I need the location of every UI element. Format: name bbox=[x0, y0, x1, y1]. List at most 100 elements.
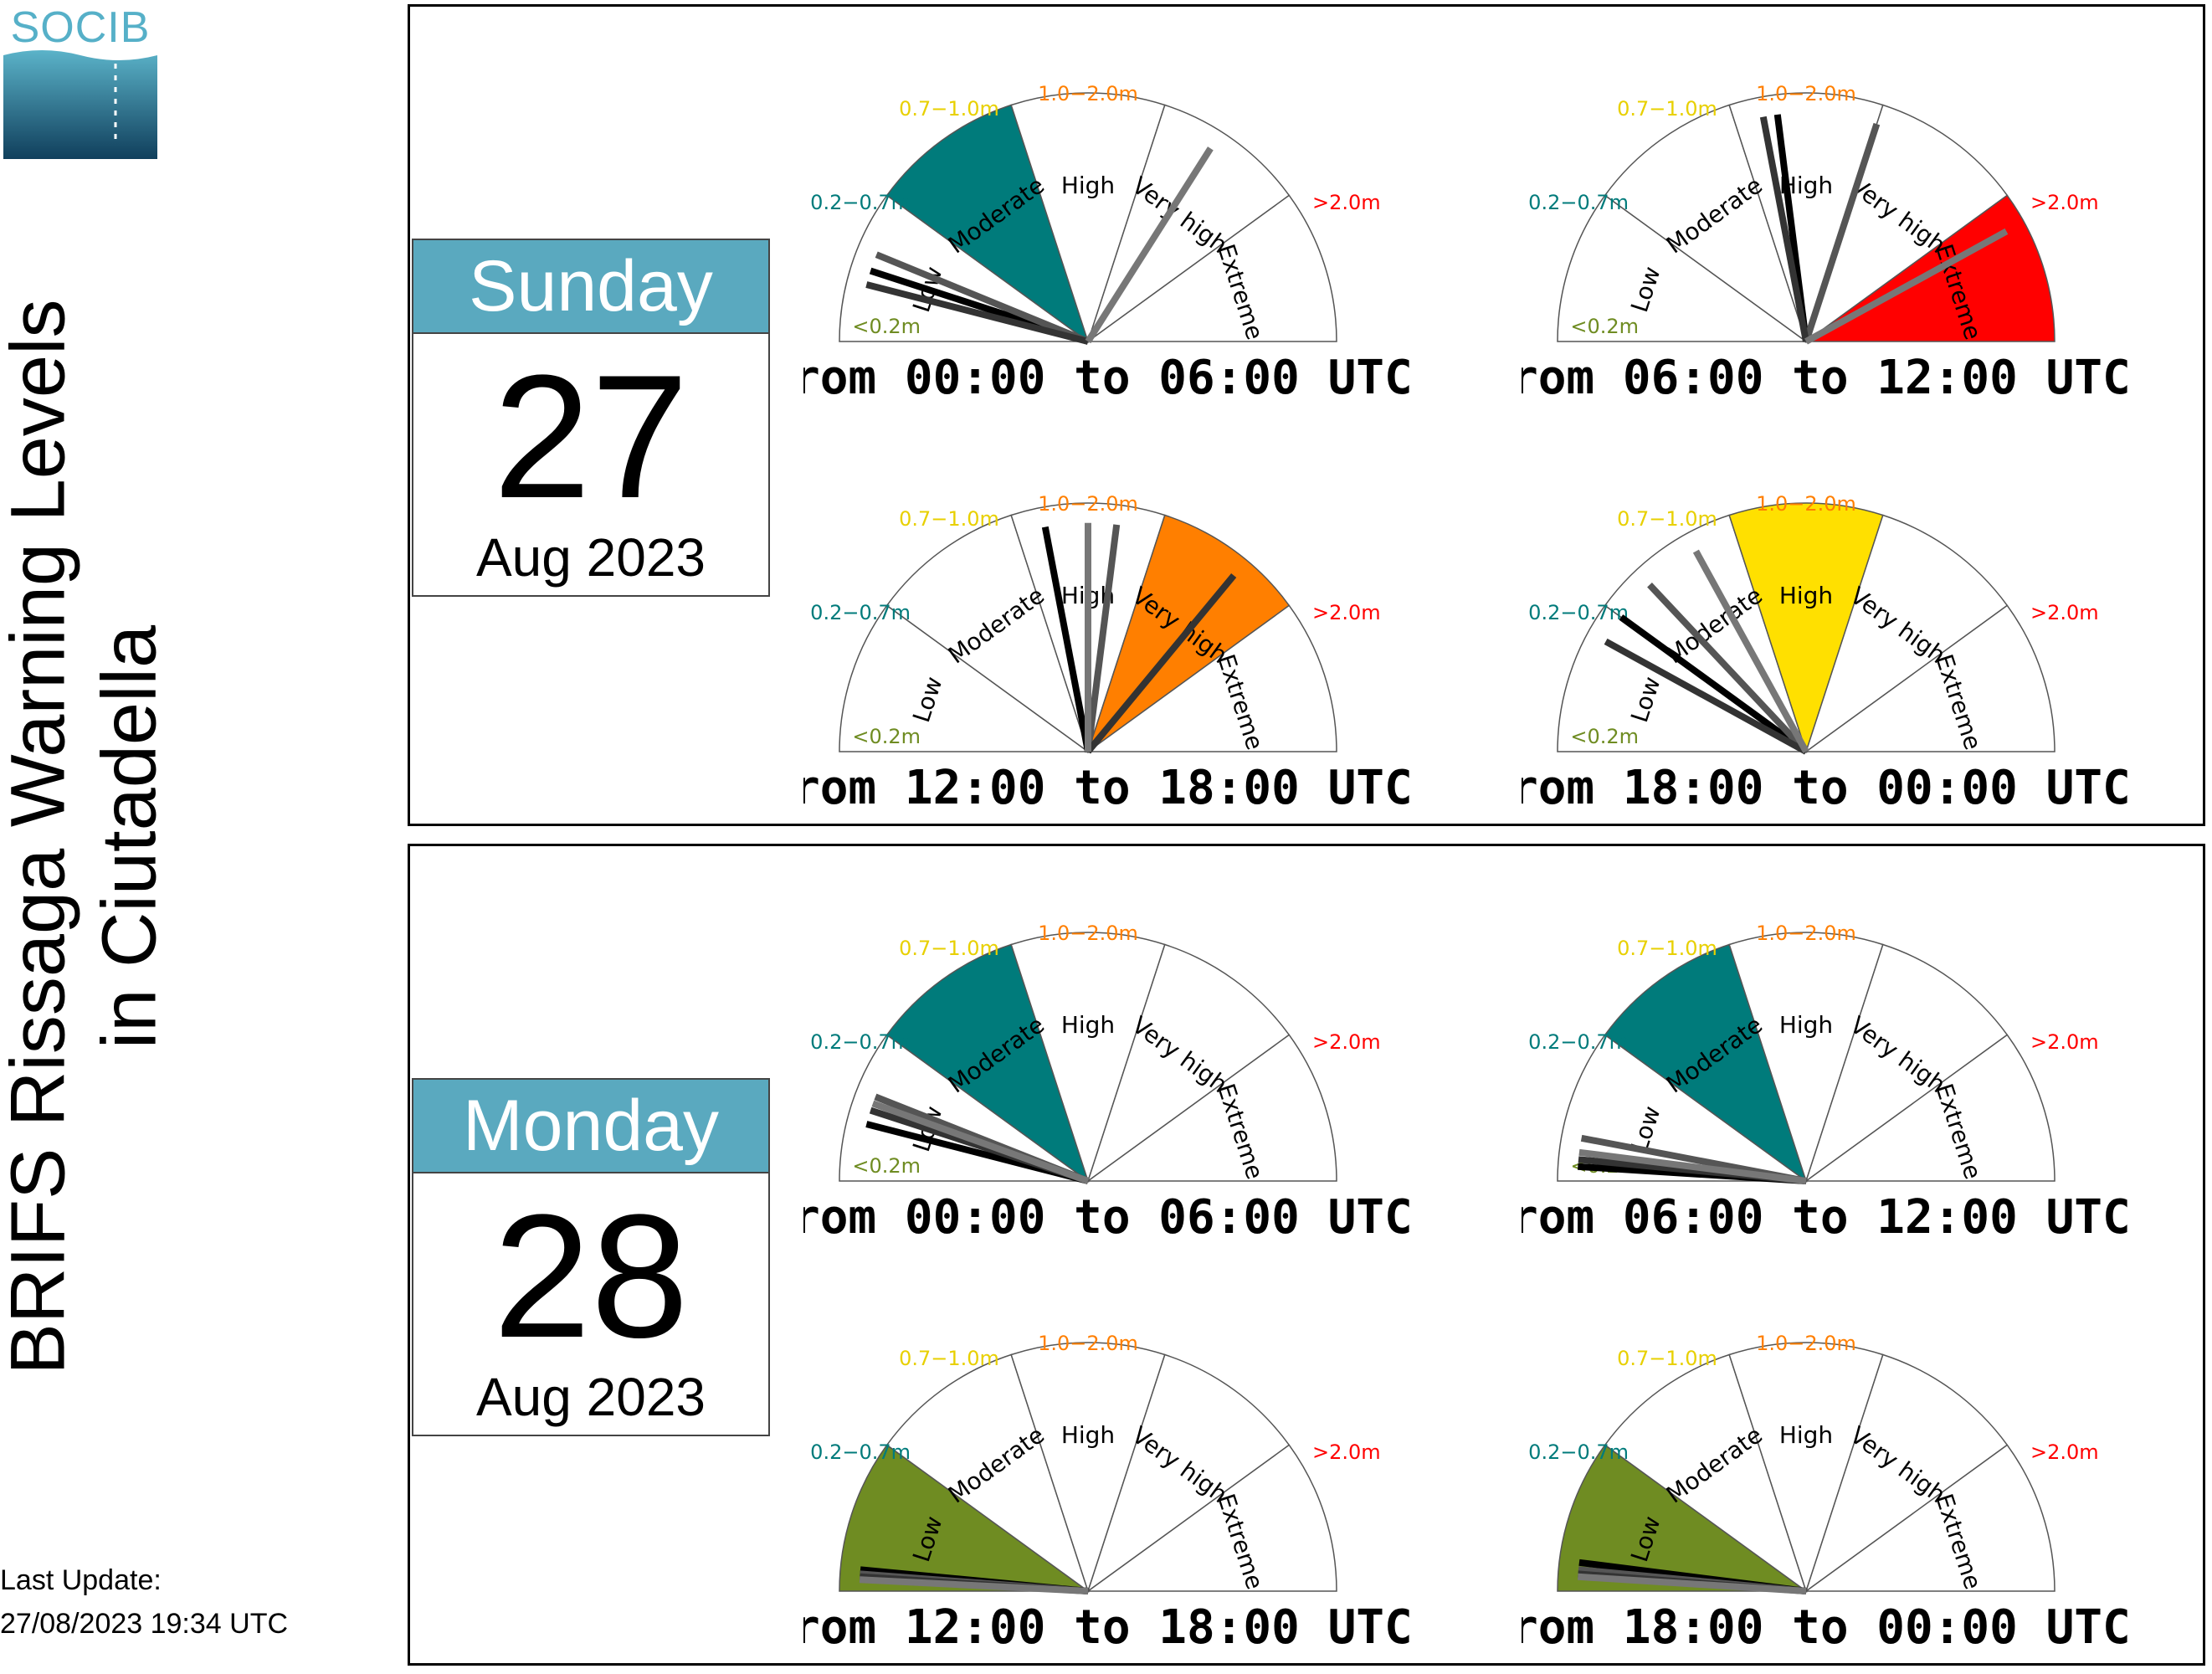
gauge-range-label: 0.2−0.7m bbox=[810, 1440, 911, 1464]
gauge-needle bbox=[865, 281, 1089, 345]
gauge-range-label: 1.0−2.0m bbox=[1756, 1332, 1856, 1355]
gauge-range-label: <0.2m bbox=[1570, 725, 1639, 748]
gauge-range-label: 0.2−0.7m bbox=[810, 601, 911, 624]
gauge-level-label: High bbox=[1779, 1011, 1833, 1039]
gauge-level-label: High bbox=[1061, 1011, 1115, 1039]
gauge-range-label: 1.0−2.0m bbox=[1038, 922, 1138, 945]
gauge-range-label: >2.0m bbox=[2030, 1440, 2099, 1464]
gauge-needle bbox=[1085, 573, 1237, 754]
gauge-sector-high bbox=[1728, 1342, 1884, 1594]
gauge-sector-moderate bbox=[1604, 514, 1808, 753]
gauge-time-range: From 00:00 to 06:00 UTC bbox=[803, 351, 1413, 405]
gauge-range-label: >2.0m bbox=[1312, 1440, 1381, 1464]
gauge-needle bbox=[1604, 638, 1808, 755]
gauge-time-range: From 12:00 to 18:00 UTC bbox=[803, 1600, 1413, 1655]
gauge-range-label: 0.2−0.7m bbox=[810, 191, 911, 214]
gauge-sector-high bbox=[1728, 502, 1884, 754]
gauge-sector-moderate bbox=[1604, 1353, 1808, 1593]
gauge-sector-extreme bbox=[1804, 1444, 2055, 1592]
weekday-label: Sunday bbox=[413, 240, 768, 334]
gauge-range-label: >2.0m bbox=[1312, 601, 1381, 624]
gauge-range-label: 0.2−0.7m bbox=[1528, 601, 1629, 624]
gauge-range-label: <0.2m bbox=[1570, 315, 1639, 338]
title-line-1: BRIFS Rissaga Warning Levels bbox=[0, 299, 81, 1375]
day-number: 28 bbox=[493, 1178, 689, 1374]
gauge-level-label: High bbox=[1779, 1421, 1833, 1449]
gauge-needle bbox=[1085, 146, 1214, 344]
gauge-sector-extreme bbox=[1804, 1034, 2055, 1182]
gauge-range-label: 1.0−2.0m bbox=[1756, 922, 1856, 945]
gauge-needle bbox=[1619, 614, 1809, 755]
gauge-range-label: 1.0−2.0m bbox=[1756, 492, 1856, 516]
gauge-needle bbox=[871, 1100, 1090, 1184]
gauge-needle bbox=[875, 251, 1090, 345]
gauge-needle bbox=[1692, 549, 1809, 753]
socib-logo: SOCIB bbox=[3, 3, 157, 159]
gauge-sector-low bbox=[839, 604, 1091, 752]
gauge-range-label: 0.7−1.0m bbox=[899, 507, 999, 531]
month-year: Aug 2023 bbox=[475, 1367, 706, 1427]
gauge-sector-very-high bbox=[1804, 943, 2009, 1183]
gauge-range-label: >2.0m bbox=[2030, 1030, 2099, 1054]
gauge-range-label: 0.7−1.0m bbox=[899, 1347, 999, 1370]
gauge-sector-very-high bbox=[1804, 1353, 2009, 1593]
gauge-sector-moderate bbox=[885, 514, 1090, 753]
last-update-value: 27/08/2023 19:34 UTC bbox=[0, 1608, 289, 1640]
gauge-range-label: >2.0m bbox=[2030, 601, 2099, 624]
gauge-time-range: From 00:00 to 06:00 UTC bbox=[803, 1190, 1413, 1245]
gauge-level-label: High bbox=[1061, 172, 1115, 199]
date-card: Sunday 27 Aug 2023 bbox=[412, 239, 770, 597]
last-update-label: Last Update: bbox=[0, 1564, 162, 1596]
gauge-sector-extreme bbox=[1085, 1444, 1337, 1592]
gauge-range-label: 0.7−1.0m bbox=[1617, 937, 1717, 960]
gauge-time-range: From 12:00 to 18:00 UTC bbox=[803, 761, 1413, 815]
gauge-sector-moderate bbox=[885, 104, 1090, 343]
gauge-sector-low bbox=[839, 1034, 1091, 1182]
last-update: Last Update: 27/08/2023 19:34 UTC bbox=[0, 1558, 288, 1646]
gauge-sector-moderate bbox=[1604, 943, 1808, 1183]
gauge-needle bbox=[1578, 1148, 1807, 1184]
gauge-range-label: 1.0−2.0m bbox=[1038, 492, 1138, 516]
gauge-range-label: <0.2m bbox=[852, 725, 921, 748]
gauge-range-label: >2.0m bbox=[1312, 191, 1381, 214]
gauge-time-range: From 06:00 to 12:00 UTC bbox=[1522, 1190, 2131, 1245]
gauge-range-label: 1.0−2.0m bbox=[1038, 1332, 1138, 1355]
date-card: Monday 28 Aug 2023 bbox=[412, 1078, 770, 1436]
gauge-time-range: From 18:00 to 00:00 UTC bbox=[1522, 761, 2131, 815]
gauge-sector-high bbox=[1728, 932, 1884, 1184]
gauge-sector-extreme bbox=[1085, 604, 1337, 752]
gauge-sector-extreme bbox=[1085, 1034, 1337, 1182]
logo-text: SOCIB bbox=[11, 3, 151, 52]
gauge-needle bbox=[1041, 526, 1091, 752]
month-year: Aug 2023 bbox=[475, 527, 706, 588]
day-number: 27 bbox=[493, 338, 689, 535]
gauge-sector-low bbox=[839, 194, 1091, 342]
gauge-sector-very-high bbox=[1804, 104, 2009, 343]
gauge-sector-low bbox=[1557, 194, 1809, 342]
gauge-level-label: High bbox=[1061, 1421, 1115, 1449]
gauge-range-label: >2.0m bbox=[2030, 191, 2099, 214]
gauge-range-label: 0.7−1.0m bbox=[1617, 1347, 1717, 1370]
gauge-sector-low bbox=[839, 1444, 1091, 1592]
gauge-range-label: 1.0−2.0m bbox=[1756, 82, 1856, 105]
gauge-range-label: 0.2−0.7m bbox=[1528, 1030, 1629, 1054]
weekday-label: Monday bbox=[413, 1080, 768, 1173]
gauge-range-label: 0.2−0.7m bbox=[1528, 1440, 1629, 1464]
gauge-needle bbox=[1759, 116, 1809, 342]
gauge-sector-very-high bbox=[1086, 943, 1291, 1183]
gauge-range-label: 1.0−2.0m bbox=[1038, 82, 1138, 105]
gauge-range-label: 0.2−0.7m bbox=[1528, 191, 1629, 214]
gauge-range-label: 0.7−1.0m bbox=[899, 937, 999, 960]
gauge-needle bbox=[1085, 524, 1121, 752]
gauge-range-label: <0.2m bbox=[852, 1154, 921, 1178]
gauge-needle bbox=[859, 1576, 1089, 1594]
gauge-sector-extreme bbox=[1085, 194, 1337, 342]
